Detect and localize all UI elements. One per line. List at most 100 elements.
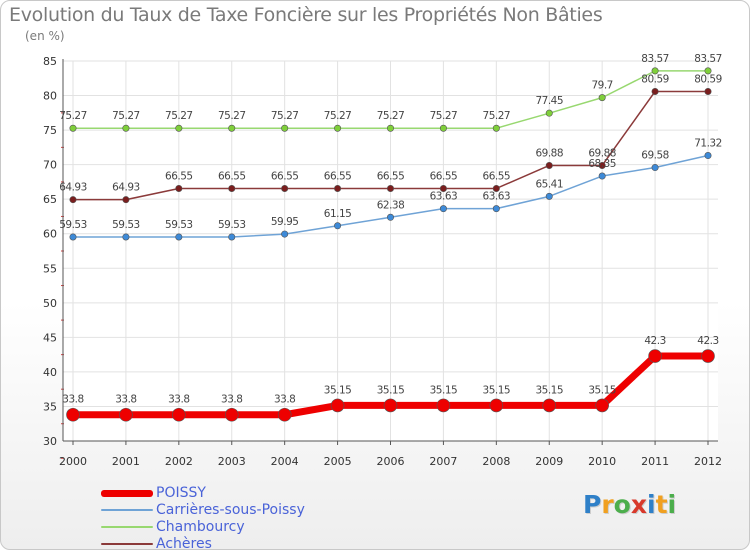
data-point <box>69 196 77 204</box>
data-point <box>704 152 712 160</box>
data-label: 35.15 <box>588 384 616 396</box>
data-label: 75.27 <box>59 110 87 122</box>
data-point <box>651 87 659 95</box>
chart-subtitle: (en %) <box>25 29 65 43</box>
data-label: 35.15 <box>535 384 563 396</box>
data-point <box>69 233 77 241</box>
x-tick-label: 2009 <box>535 455 563 468</box>
data-label: 75.27 <box>112 110 140 122</box>
data-point <box>598 94 606 102</box>
logo-letter: i <box>667 490 677 519</box>
legend-label: Carrières-sous-Poissy <box>156 502 305 518</box>
data-label: 42.3 <box>697 335 718 347</box>
data-point <box>598 161 606 169</box>
chart-title: Evolution du Taux de Taxe Foncière sur l… <box>9 4 603 26</box>
data-point <box>281 230 289 238</box>
data-point <box>545 109 553 117</box>
data-point <box>330 398 345 413</box>
data-point <box>545 192 553 200</box>
data-point <box>386 184 394 192</box>
data-point <box>386 124 394 132</box>
data-labels: 33.8 33.8 33.8 33.8 33.8 35.15 35.15 35.15 35.15… <box>59 53 722 406</box>
data-point <box>66 407 80 422</box>
data-label: 61.15 <box>324 208 352 220</box>
data-point <box>172 407 186 422</box>
series-poissy <box>66 349 715 422</box>
data-label: 77.45 <box>535 95 563 107</box>
data-point <box>492 184 500 192</box>
legend-swatch <box>101 489 153 497</box>
data-point <box>492 124 500 132</box>
data-point <box>489 398 504 413</box>
legend-label: POISSY <box>156 485 206 501</box>
data-label: 59.53 <box>218 219 246 231</box>
y-tick-label: 50 <box>43 297 57 310</box>
data-point <box>598 172 606 180</box>
data-label: 79.7 <box>591 80 612 92</box>
y-tick-label: 30 <box>43 435 57 448</box>
axes: 30 35 40 45 50 55 60 65 70 75 80 85 2000 2001 2002 2003… <box>43 55 722 468</box>
data-point <box>175 233 183 241</box>
y-tick-label: 35 <box>43 400 57 413</box>
data-point <box>386 213 394 221</box>
data-point <box>704 87 712 95</box>
legend-swatch <box>101 509 153 511</box>
data-label: 33.8 <box>274 394 295 406</box>
y-tick-label: 40 <box>43 366 57 379</box>
x-tick-label: 2005 <box>324 455 352 468</box>
logo-letter: P <box>583 490 602 519</box>
y-tick-label: 60 <box>43 228 57 241</box>
data-label: 63.63 <box>483 191 511 203</box>
data-label: 71.32 <box>694 138 722 150</box>
data-label: 62.38 <box>377 199 405 211</box>
data-label: 66.55 <box>483 170 511 182</box>
data-label: 66.55 <box>377 170 405 182</box>
data-label: 75.27 <box>218 110 246 122</box>
data-label: 35.15 <box>324 384 352 396</box>
data-label: 66.55 <box>271 170 299 182</box>
x-tick-label: 2011 <box>641 455 669 468</box>
data-point <box>281 124 289 132</box>
data-point <box>595 398 609 413</box>
x-tick-label: 2001 <box>112 455 140 468</box>
logo-letter: t <box>655 490 668 519</box>
data-label: 69.58 <box>641 150 669 162</box>
data-label: 64.93 <box>112 182 140 194</box>
data-label: 42.3 <box>644 335 665 347</box>
data-label: 75.27 <box>324 110 352 122</box>
data-label: 65.41 <box>535 178 563 190</box>
grid <box>63 60 718 442</box>
data-label: 66.55 <box>430 170 458 182</box>
data-label: 75.27 <box>377 110 405 122</box>
data-point <box>648 349 662 363</box>
data-label: 63.63 <box>430 191 458 203</box>
x-tick-label: 2000 <box>59 455 87 468</box>
data-label: 33.8 <box>168 394 189 406</box>
x-tick-label: 2003 <box>218 455 246 468</box>
y-tick-label: 80 <box>43 90 57 103</box>
legend-swatch <box>101 543 153 545</box>
data-point <box>228 233 236 241</box>
data-label: 83.57 <box>694 53 722 65</box>
proxiti-logo: Proxiti <box>583 490 676 519</box>
data-point <box>175 124 183 132</box>
data-label: 59.53 <box>59 219 87 231</box>
logo-letter: o <box>613 490 631 519</box>
data-point <box>542 398 557 413</box>
data-label: 35.15 <box>483 384 511 396</box>
data-label: 75.27 <box>271 110 299 122</box>
data-point <box>704 67 712 75</box>
x-tick-label: 2002 <box>165 455 193 468</box>
data-label: 68.35 <box>588 158 616 170</box>
data-point <box>281 184 289 192</box>
series-ach-res <box>69 87 712 204</box>
data-point <box>436 398 451 413</box>
data-label: 66.55 <box>165 170 193 182</box>
data-point <box>122 233 130 241</box>
data-label: 75.27 <box>430 110 458 122</box>
x-tick-label: 2008 <box>482 455 510 468</box>
x-tick-label: 2012 <box>694 455 722 468</box>
data-point <box>701 349 715 363</box>
data-point <box>383 398 398 413</box>
